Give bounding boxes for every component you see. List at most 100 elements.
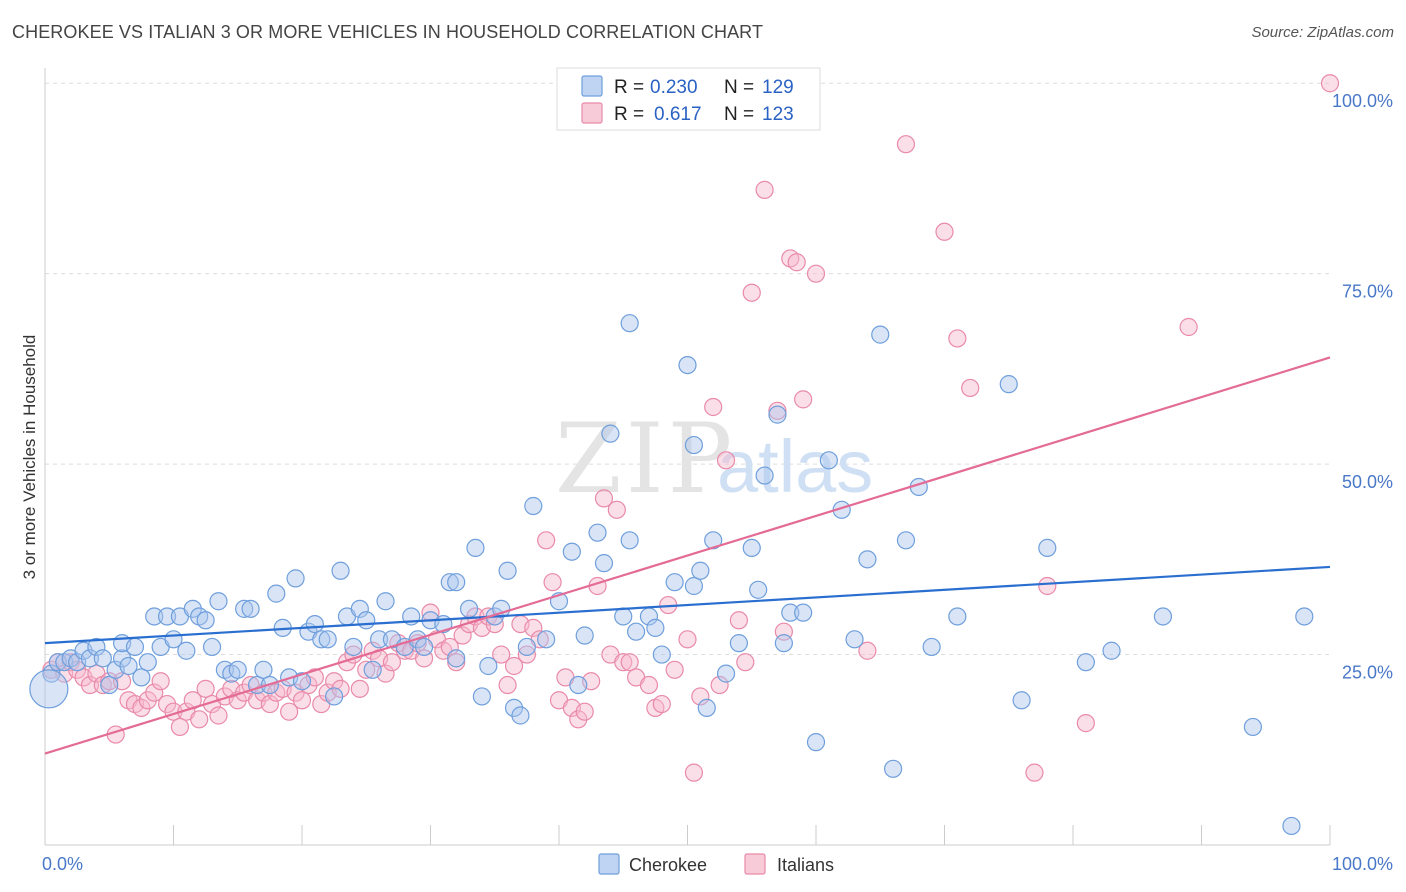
italians-point-37 xyxy=(280,702,299,721)
cherokee-point-64 xyxy=(459,599,479,618)
italians-point-39 xyxy=(292,691,312,710)
chart-title: CHEROKEE VS ITALIAN 3 OR MORE VEHICLES I… xyxy=(12,22,764,42)
italians-point-90 xyxy=(620,653,639,672)
legend-n-label-italians: N = xyxy=(724,104,754,125)
cherokee-point-71 xyxy=(504,698,524,717)
cherokee-point-84 xyxy=(620,531,639,550)
cherokee-point-52 xyxy=(370,630,389,649)
cherokee-point-65 xyxy=(466,538,485,558)
cherokee-point-75 xyxy=(537,630,556,649)
italians-point-100 xyxy=(704,397,723,417)
cherokee-point-81 xyxy=(594,554,614,573)
watermark: ZIP atlas xyxy=(555,403,873,515)
cherokee-point-14 xyxy=(125,637,145,657)
cherokee-point-16 xyxy=(138,653,157,672)
italians-point-117 xyxy=(961,378,980,398)
italians-point-20 xyxy=(170,717,190,737)
italians-trend-line xyxy=(44,356,1331,755)
cherokee-point-9 xyxy=(100,675,119,695)
cherokee-point-95 xyxy=(697,698,716,717)
italians-point-116 xyxy=(948,329,967,348)
cherokee-point-36 xyxy=(267,584,286,603)
cherokee-point-31 xyxy=(235,599,254,618)
legend-n-value-italians: 123 xyxy=(762,104,794,125)
italians-point-86 xyxy=(594,489,614,508)
italians-point-78 xyxy=(543,573,562,592)
cherokee-point-79 xyxy=(575,626,594,645)
bottom-legend-swatch-italians xyxy=(744,853,766,875)
italians-point-3 xyxy=(61,653,80,672)
italians-point-72 xyxy=(504,656,524,676)
italians-point-102 xyxy=(716,451,736,470)
cherokee-point-22 xyxy=(177,641,196,660)
italians-point-107 xyxy=(768,401,787,420)
cherokee-point-98 xyxy=(729,634,749,653)
cherokee-point-19 xyxy=(157,607,177,626)
italians-point-62 xyxy=(440,637,459,657)
italians-point-111 xyxy=(794,390,813,409)
cherokee-point-104 xyxy=(781,603,800,622)
cherokee-point-97 xyxy=(716,664,736,683)
cherokee-point-100 xyxy=(749,580,768,599)
italians-point-18 xyxy=(157,694,177,714)
legend-n-value-cherokee: 129 xyxy=(762,77,794,98)
cherokee-point-80 xyxy=(588,523,607,542)
cherokee-point-48 xyxy=(344,637,363,657)
italians-point-110 xyxy=(787,253,806,272)
cherokee-point-58 xyxy=(414,637,434,657)
italians-point-44 xyxy=(325,672,344,691)
italians-point-45 xyxy=(331,679,350,698)
italians-point-103 xyxy=(729,611,749,630)
italians-point-94 xyxy=(652,694,671,714)
italians-point-121 xyxy=(1179,317,1198,337)
italians-point-53 xyxy=(382,653,402,672)
italians-point-26 xyxy=(209,706,228,725)
italians-point-75 xyxy=(524,618,543,637)
italians-point-82 xyxy=(569,710,588,729)
italians-point-24 xyxy=(196,679,215,698)
cherokee-point-44 xyxy=(318,630,337,649)
cherokee-point-105 xyxy=(794,603,813,622)
x-tick-label-min: 0.0% xyxy=(42,854,83,874)
cherokee-point-123 xyxy=(1243,717,1263,737)
cherokee-points xyxy=(29,314,1314,836)
bottom-legend-label-cherokee: Cherokee xyxy=(629,855,707,875)
cherokee-point-17 xyxy=(145,607,164,626)
italians-point-34 xyxy=(260,694,279,714)
italians-point-96 xyxy=(665,660,684,679)
cherokee-point-88 xyxy=(646,618,665,637)
legend-r-label-italians: R = xyxy=(614,104,644,125)
italians-point-17 xyxy=(151,672,170,691)
cherokee-point-67 xyxy=(479,656,498,676)
cherokee-point-85 xyxy=(620,314,639,333)
italians-point-119 xyxy=(1038,576,1057,596)
italians-point-112 xyxy=(806,264,826,283)
y-tick-label-75: 75.0% xyxy=(1342,282,1393,302)
cherokee-point-86 xyxy=(626,622,646,641)
cherokee-point-45 xyxy=(325,687,344,706)
italians-point-16 xyxy=(145,683,164,702)
legend-swatch-italians xyxy=(581,102,603,124)
cherokee-point-112 xyxy=(883,759,903,778)
cherokee-point-103 xyxy=(774,634,793,653)
cherokee-point-51 xyxy=(363,660,382,679)
italians-point-97 xyxy=(678,630,697,649)
cherokee-point-74 xyxy=(524,496,543,516)
cherokee-point-7 xyxy=(87,637,106,657)
italians-point-99 xyxy=(691,687,710,706)
cherokee-point-8 xyxy=(93,649,112,668)
cherokee-point-46 xyxy=(331,561,350,580)
cherokee-point-30 xyxy=(228,660,247,679)
x-tick-label-max: 100.0% xyxy=(1332,854,1393,874)
italians-point-120 xyxy=(1076,714,1095,733)
cherokee-point-40 xyxy=(292,672,312,691)
cherokee-point-83 xyxy=(614,607,633,626)
cherokee-point-89 xyxy=(652,645,671,664)
cherokee-point-27 xyxy=(209,592,228,611)
watermark-zip: ZIP xyxy=(555,403,736,515)
cherokee-point-70 xyxy=(498,561,517,580)
bottom-legend-swatch-cherokee xyxy=(598,853,620,875)
cherokee-point-53 xyxy=(376,592,395,611)
cherokee-point-cluster xyxy=(29,669,69,709)
italians-point-48 xyxy=(350,679,369,698)
